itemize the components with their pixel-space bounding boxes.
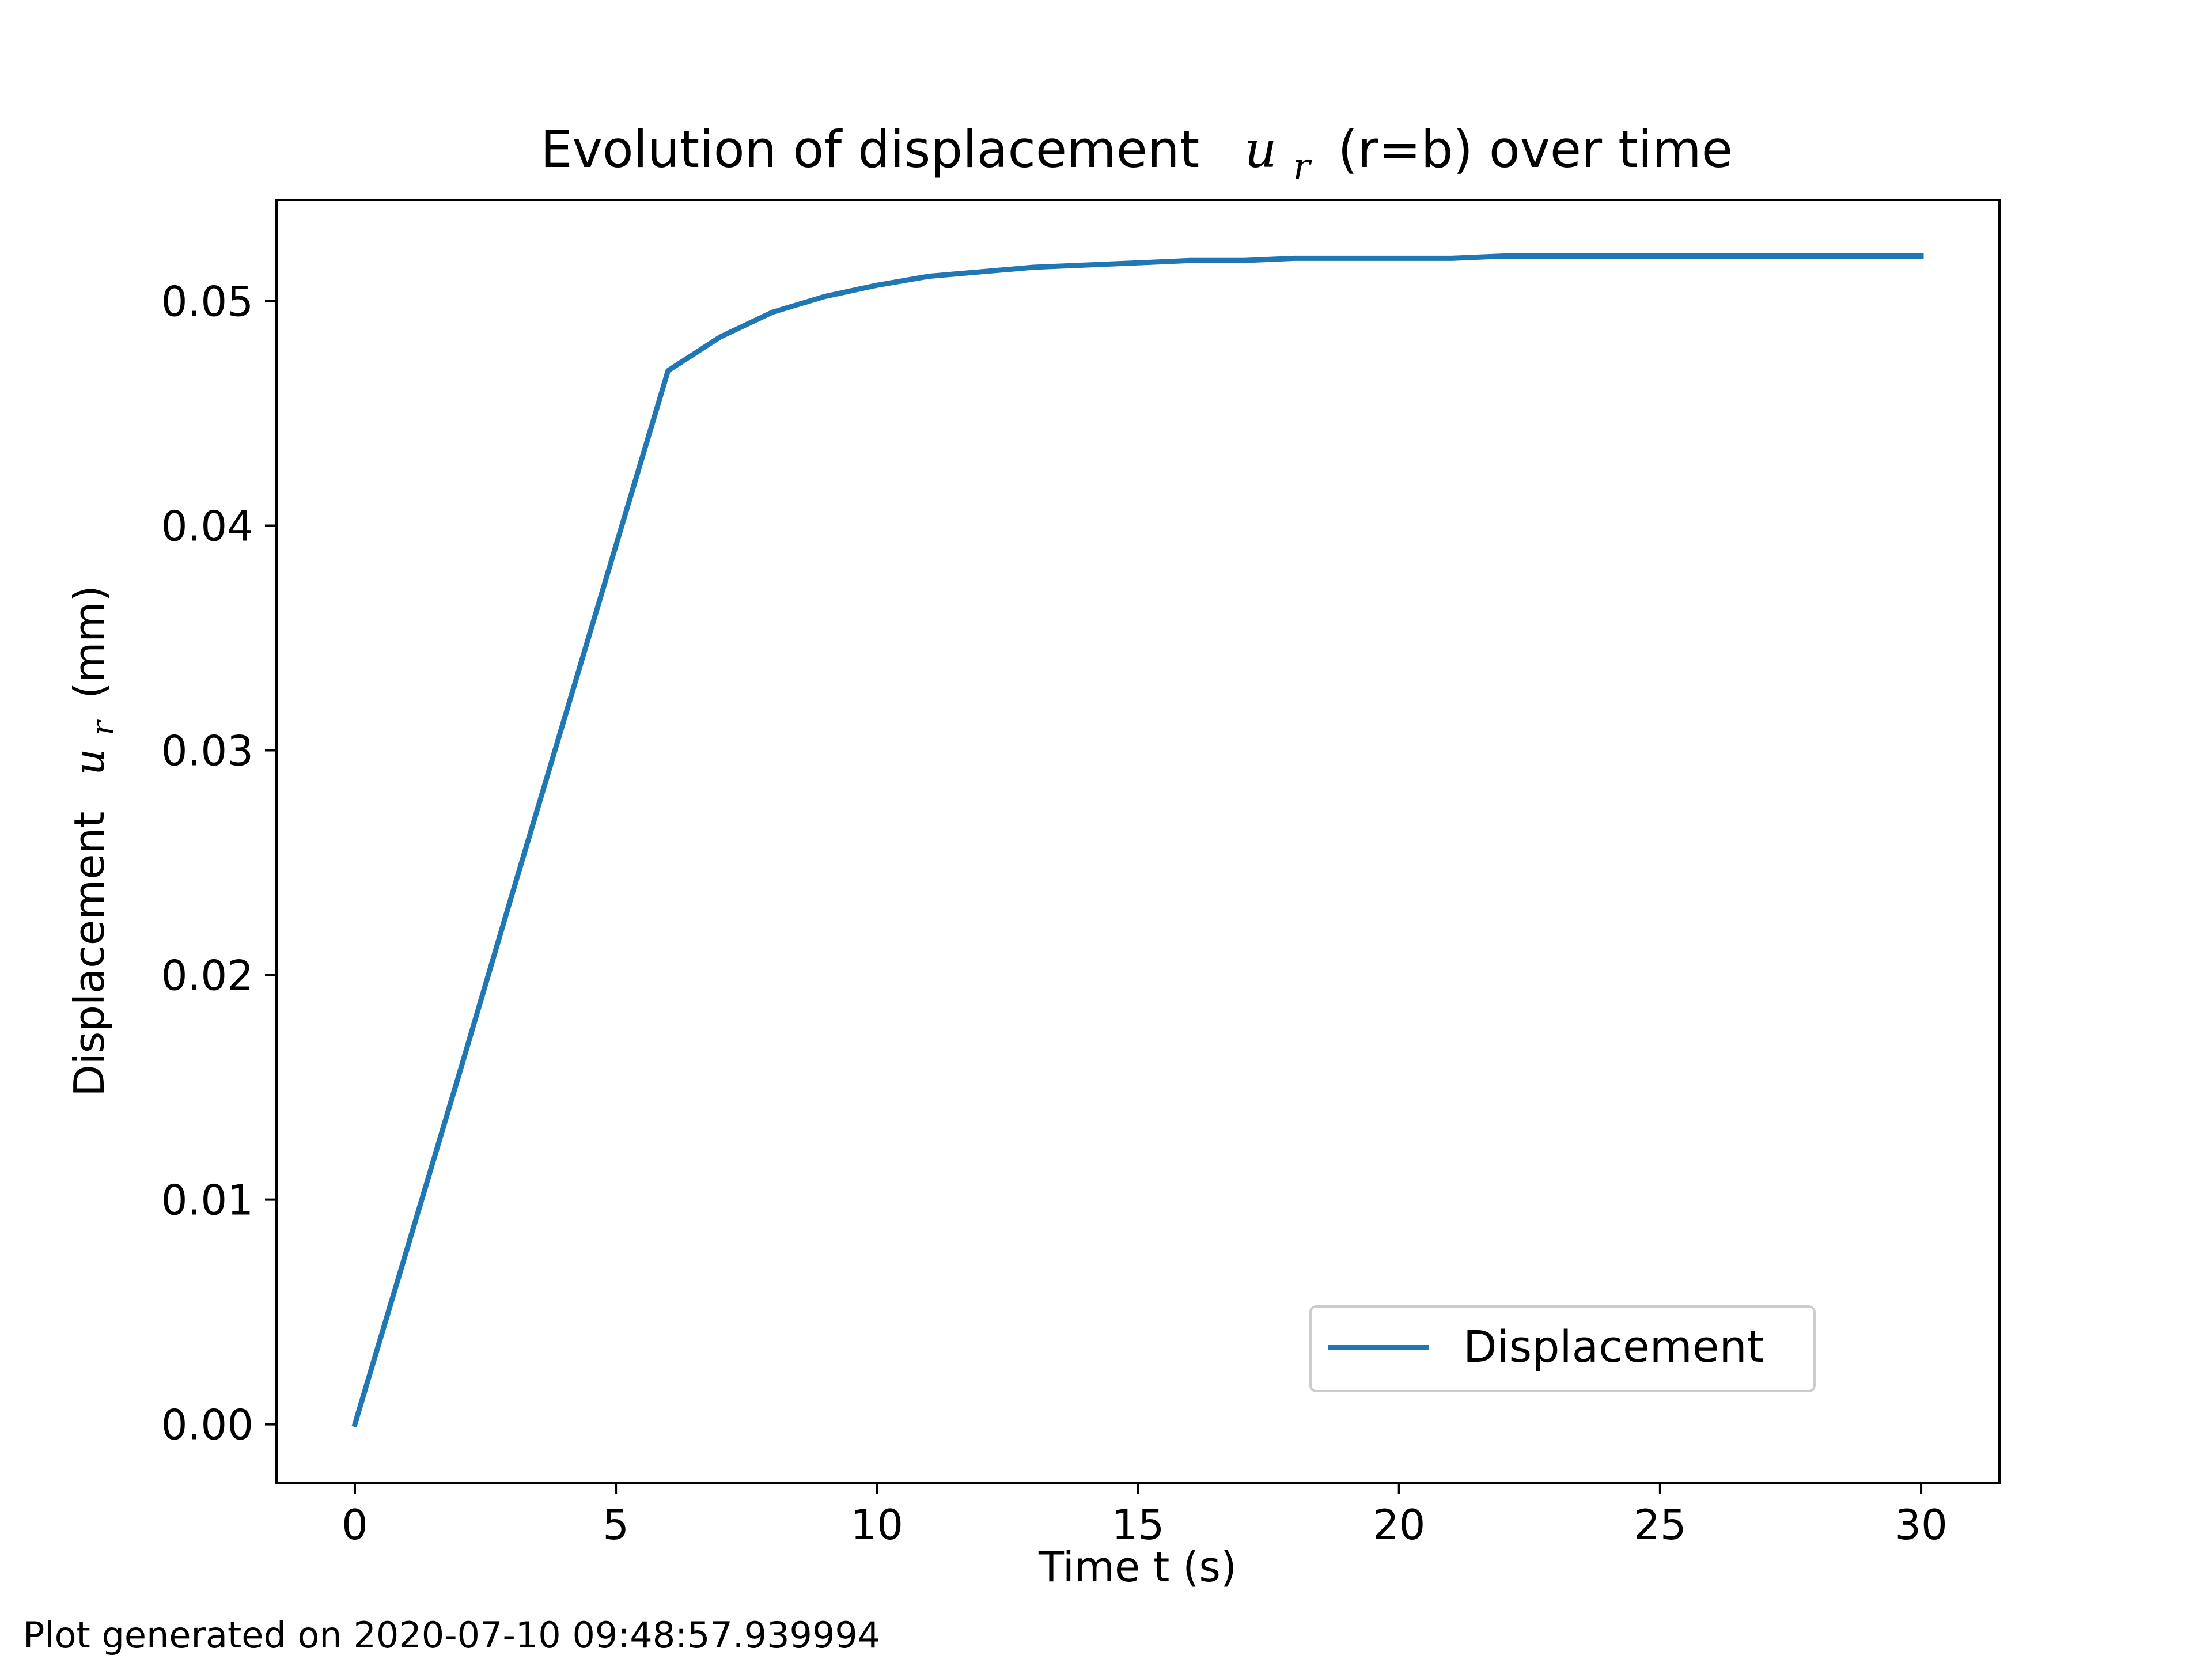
chart-title-prefix: Evolution of displacement <box>540 120 1199 179</box>
y-axis-label-suffix: (mm) <box>65 585 113 698</box>
legend-label-displacement: Displacement <box>1463 1321 1764 1372</box>
plot-frame <box>275 199 2001 1484</box>
y-tick-label: 0.03 <box>161 727 253 775</box>
x-tick-label: 15 <box>1112 1501 1165 1549</box>
plot-area <box>276 200 1999 1483</box>
x-tick-label: 20 <box>1373 1501 1426 1549</box>
series-line-displacement <box>351 253 1924 1428</box>
chart-title-suffix: (r=b) over time <box>1338 120 1732 179</box>
legend: Displacement <box>1309 1305 1816 1392</box>
y-tick-label: 0.02 <box>161 952 253 1000</box>
x-tick-label: 5 <box>603 1501 629 1549</box>
legend-box <box>1309 1305 1816 1392</box>
y-axis-label-prefix: Displacement <box>65 812 113 1097</box>
y-axis-label-symbol: u <box>65 748 113 775</box>
chart-title: Evolution of displacement u r (r=b) over… <box>540 120 1733 191</box>
plot-generated-footer: Plot generated on 2020-07-10 09:48:57.93… <box>23 1614 880 1656</box>
x-tick-label: 0 <box>342 1501 368 1549</box>
x-tick-label: 30 <box>1895 1501 1948 1549</box>
y-axis-label-subscript: r <box>86 719 120 736</box>
series-layer <box>351 253 1924 1428</box>
y-tick-label: 0.01 <box>161 1176 253 1225</box>
chart-title-symbol: u <box>1244 120 1277 179</box>
x-tick-label: 25 <box>1634 1501 1687 1549</box>
y-tick-label: 0.04 <box>161 502 253 551</box>
x-axis-ticks: 0 5 10 15 20 25 30 <box>342 1483 1948 1549</box>
x-axis-label: Time t (s) <box>1038 1543 1237 1591</box>
y-axis-ticks: 0.00 0.01 0.02 0.03 0.04 0.05 <box>161 278 276 1449</box>
chart-title-subscript: r <box>1293 145 1312 187</box>
y-tick-label: 0.00 <box>161 1401 253 1449</box>
y-axis-label: Displacement u r (mm) <box>65 585 123 1096</box>
y-tick-label: 0.05 <box>161 278 253 326</box>
x-tick-label: 10 <box>851 1501 904 1549</box>
